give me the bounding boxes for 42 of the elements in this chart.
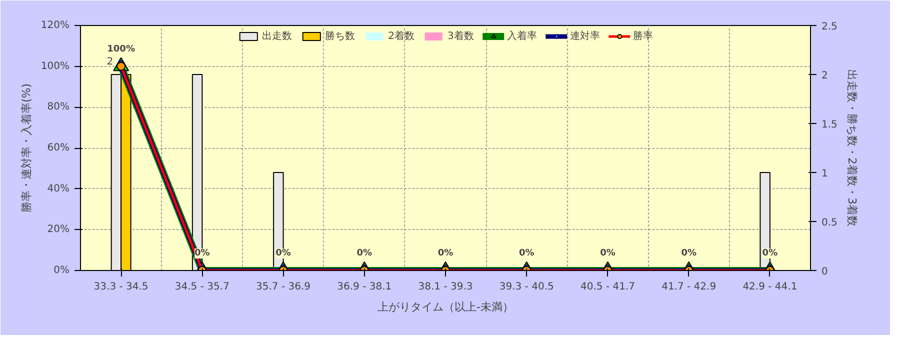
- legend-label: 連対率: [570, 30, 600, 43]
- x-tick-label: 40.5 - 41.7: [580, 282, 635, 292]
- x-tick-label: 42.9 - 44.1: [742, 282, 798, 292]
- x-tick-label: 39.3 - 40.5: [499, 282, 554, 292]
- y-tick-label: 40%: [47, 183, 70, 194]
- y-tick-label: 80%: [47, 102, 70, 113]
- y2-tick-label: 1.5: [822, 120, 838, 130]
- y-tick-label: 100%: [40, 60, 70, 72]
- x-axis-title: 上がりタイム（以上-未満）: [378, 300, 514, 314]
- data-label: 0%: [356, 248, 372, 258]
- legend-label: 出走数: [262, 30, 292, 43]
- data-label: 0%: [600, 248, 616, 258]
- data-label: 100%: [107, 44, 135, 54]
- x-tick-label: 33.3 - 34.5: [94, 282, 148, 292]
- data-label: 0%: [762, 248, 778, 258]
- y2-tick-label: 0: [822, 266, 828, 278]
- x-tick-label: 34.5 - 35.7: [174, 282, 230, 292]
- y2-axis-title: 出走数・勝ち数・2着数・3着数: [845, 70, 858, 226]
- y2-tick-label: 2.5: [822, 22, 838, 32]
- legend-label: 2着数: [388, 30, 414, 43]
- y-tick-label: 20%: [47, 224, 70, 236]
- y-tick-label: 120%: [40, 20, 70, 31]
- legend-label: 入着率: [506, 30, 537, 43]
- y-axis-title: 勝率・連対率・入着率(%): [20, 83, 33, 213]
- y2-tick-label: 2: [822, 70, 828, 82]
- y2-tick-label: 0.5: [822, 218, 838, 228]
- y-tick-label: 60%: [47, 142, 70, 154]
- x-tick-label: 38.1 - 39.3: [418, 282, 473, 292]
- annotation: 2: [106, 56, 114, 68]
- legend-label: 3着数: [448, 30, 474, 43]
- data-label: 0%: [194, 248, 210, 258]
- y2-tick-label: 1: [822, 168, 828, 180]
- y-tick-label: 0%: [54, 265, 70, 276]
- data-label: 0%: [681, 248, 696, 258]
- data-label: 0%: [276, 248, 291, 258]
- data-label: 0%: [438, 248, 454, 258]
- x-tick-label: 41.7 - 42.9: [662, 282, 716, 292]
- legend-label: 勝ち数: [325, 30, 356, 43]
- data-label: 0%: [518, 248, 534, 258]
- x-tick-label: 35.7 - 36.9: [256, 282, 311, 292]
- legend-label: 勝率: [632, 30, 653, 43]
- x-tick-label: 36.9 - 38.1: [337, 282, 392, 292]
